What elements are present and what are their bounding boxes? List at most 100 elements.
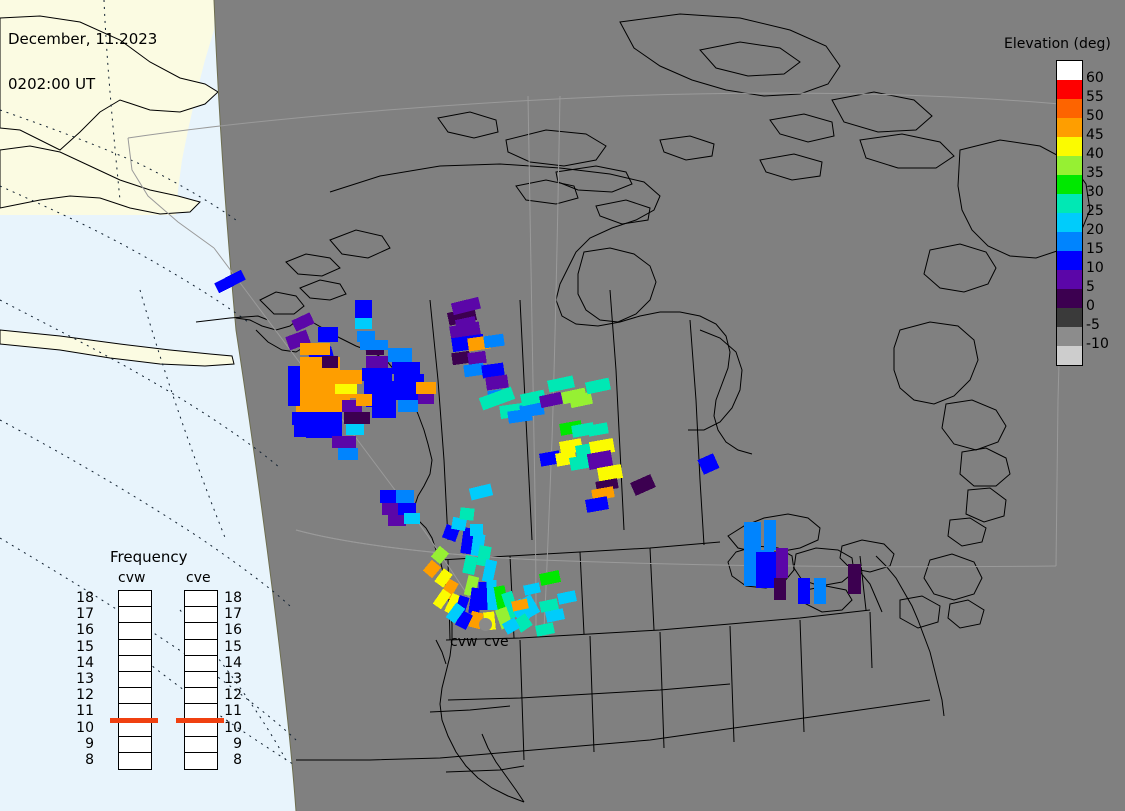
radar-data-cell (372, 407, 396, 418)
radar-data-cell (318, 327, 338, 342)
radar-data-cell (356, 394, 372, 406)
colorbar-swatch-14 (1057, 327, 1082, 346)
colorbar-swatches (1056, 60, 1083, 366)
frequency-column-header-cvw: cvw (118, 570, 146, 586)
colorbar-swatch-2 (1057, 99, 1082, 118)
radar-data-cell (468, 483, 494, 501)
radar-data-cell (432, 588, 452, 610)
radar-data-cell (322, 356, 338, 368)
radar-data-cell (569, 454, 593, 471)
frequency-cell (185, 623, 217, 640)
radar-data-cell (344, 412, 370, 424)
radar-data-cell (366, 356, 388, 368)
frequency-cell (185, 753, 217, 769)
radar-data-cell (392, 362, 420, 374)
frequency-cell (185, 640, 217, 656)
radar-data-cell (585, 377, 611, 395)
colorbar-tick-labels: 60 55 50 45 40 35 30 25 20 15 10 5 0 -5 -10 (1086, 60, 1109, 352)
radar-data-cell (396, 387, 422, 400)
radar-data-cell (774, 578, 786, 600)
colorbar-swatch-5 (1057, 156, 1082, 175)
frequency-tick-11: 11 (76, 703, 94, 720)
colorbar-swatch-13 (1057, 308, 1082, 327)
radar-data-cell (360, 340, 388, 350)
radar-data-cell (288, 366, 300, 406)
radar-data-cell (501, 617, 521, 635)
radar-data-cell (547, 375, 575, 393)
colorbar-swatch-10 (1057, 251, 1082, 270)
radar-data-cell (450, 296, 482, 316)
frequency-legend-title: Frequency (110, 548, 188, 566)
radar-data-cell (388, 515, 406, 526)
frequency-ticks-left: 18 17 16 15 14 13 12 11 10 9 8 (72, 590, 94, 768)
radar-data-cell (362, 368, 392, 381)
frequency-tick-9: 9 (85, 735, 94, 752)
coastlines-night (195, 13, 1091, 803)
frequency-cell (119, 623, 151, 640)
radar-data-cell (848, 564, 861, 594)
frequency-cell (119, 721, 151, 737)
frequency-cell (119, 640, 151, 656)
frequency-cell (119, 688, 151, 705)
radar-data-cell (697, 453, 720, 475)
radar-data-cell (382, 503, 400, 515)
colorbar-tick-45: 45 (1086, 127, 1104, 143)
radar-data-cell (539, 598, 559, 613)
frequency-cell (185, 672, 217, 689)
colorbar-tick-5: 5 (1086, 279, 1095, 295)
radar-data-cell (380, 490, 400, 503)
colorbar-tick--5: -5 (1086, 317, 1100, 333)
title-time: 0202:00 UT (8, 75, 96, 93)
radar-data-cell (430, 545, 450, 565)
colorbar-tick-55: 55 (1086, 89, 1104, 105)
frequency-tick-9: 9 (233, 735, 242, 752)
colorbar-tick-0: 0 (1086, 298, 1095, 314)
frequency-tick-18: 18 (76, 590, 94, 606)
colorbar-swatch-7 (1057, 194, 1082, 213)
radar-data-cell (418, 394, 434, 404)
radar-data-cell (459, 507, 475, 521)
day-land-coast (0, 15, 219, 151)
colorbar-tick-60: 60 (1086, 70, 1104, 86)
colorbar-tick--10: -10 (1086, 336, 1109, 352)
latlon-grid-day (0, 0, 297, 767)
frequency-tick-10: 10 (76, 719, 94, 736)
radar-data-cell (467, 350, 487, 366)
radar-data-cell (285, 329, 311, 351)
colorbar-swatch-12 (1057, 289, 1082, 308)
radar-data-cell (300, 343, 330, 355)
frequency-cell (185, 591, 217, 608)
radar-data-cell (483, 333, 505, 349)
radar-data-cell (338, 448, 358, 460)
frequency-tick-17: 17 (76, 606, 94, 623)
frequency-cell (185, 607, 217, 624)
radar-data-cell (296, 398, 350, 412)
frequency-tick-12: 12 (224, 687, 242, 704)
colorbar-tick-50: 50 (1086, 108, 1104, 124)
radar-data-cell (477, 581, 490, 611)
frequency-tick-15: 15 (76, 638, 94, 655)
frequency-tick-13: 13 (224, 670, 242, 687)
radar-data-cell (445, 602, 466, 624)
radar-data-cell (776, 548, 788, 578)
radar-data-cell (357, 331, 375, 342)
frequency-cell (119, 753, 151, 769)
colorbar-tick-20: 20 (1086, 222, 1104, 238)
radar-data-cell (557, 590, 577, 605)
radar-data-cell (545, 608, 565, 623)
frequency-cell (185, 688, 217, 705)
frequency-cell (119, 591, 151, 608)
radar-data-cell (404, 513, 420, 524)
colorbar-tick-15: 15 (1086, 241, 1104, 257)
radar-label-cvw: cvw (450, 634, 478, 650)
colorbar-tick-40: 40 (1086, 146, 1104, 162)
radar-data-cell (511, 598, 529, 612)
frequency-tick-14: 14 (224, 654, 242, 671)
radar-data-cell (470, 524, 483, 536)
radar-data-cell (434, 568, 453, 588)
frequency-tick-12: 12 (76, 687, 94, 704)
radar-data-cell (586, 450, 614, 470)
day-land-lower (0, 145, 201, 215)
